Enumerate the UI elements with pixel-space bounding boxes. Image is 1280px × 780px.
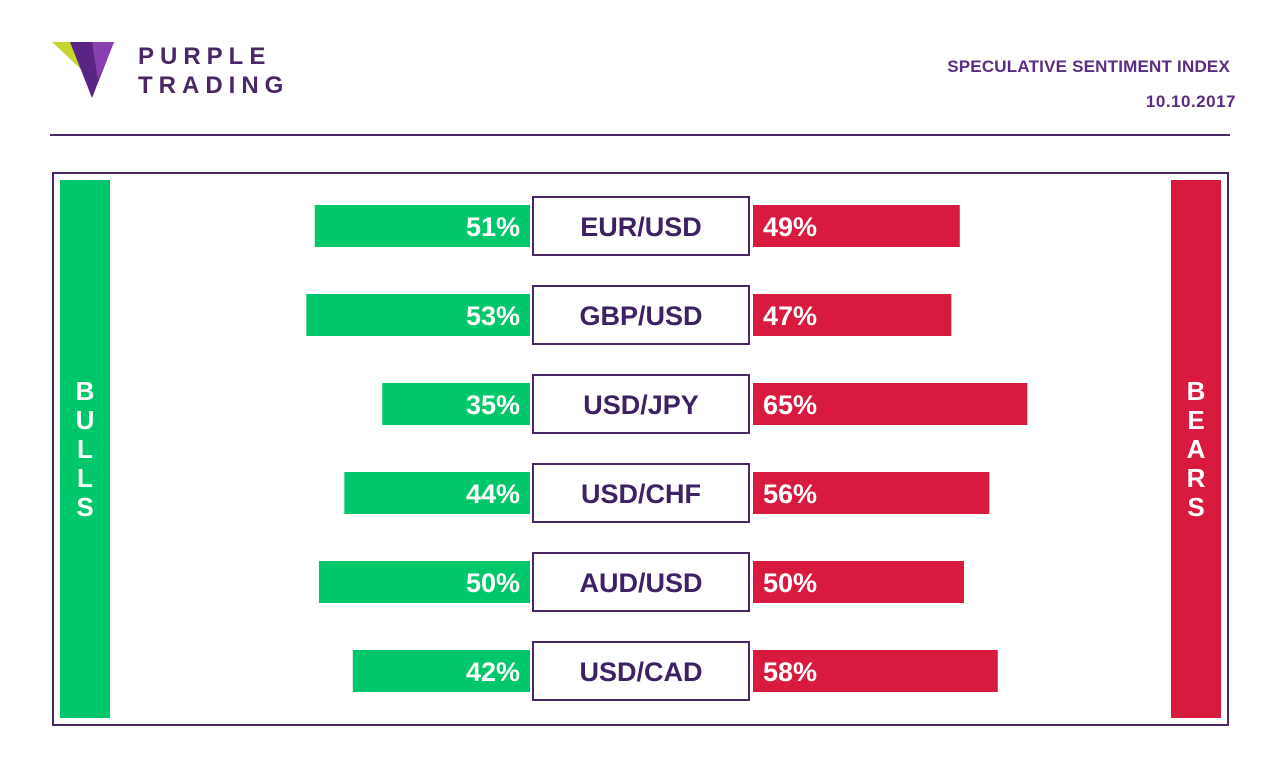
bears-value-label: 56% xyxy=(763,479,817,509)
brand-logo: PURPLE TRADING xyxy=(52,38,312,102)
pair-box xyxy=(532,552,750,612)
pair-label: AUD/USD xyxy=(579,568,702,598)
pair-box xyxy=(532,463,750,523)
side-letter: S xyxy=(76,491,94,522)
side-letter: B xyxy=(75,375,95,406)
pair-box xyxy=(532,285,750,345)
bears-bar xyxy=(753,561,964,603)
bulls-bar xyxy=(344,472,530,514)
chart-frame xyxy=(52,172,1229,726)
bears-bar xyxy=(753,650,998,692)
bears-value-label: 58% xyxy=(763,657,817,687)
brand-line-2: TRADING xyxy=(138,72,290,99)
bulls-value-label: 51% xyxy=(466,212,520,242)
side-letter: A xyxy=(1186,433,1206,464)
bulls-value-label: 53% xyxy=(466,301,520,331)
bulls-bar xyxy=(319,561,530,603)
page-title: SPECULATIVE SENTIMENT INDEX xyxy=(947,57,1230,76)
pair-box xyxy=(532,196,750,256)
pair-label: GBP/USD xyxy=(579,301,702,331)
pair-label: USD/CAD xyxy=(579,657,702,687)
side-letter: E xyxy=(1187,404,1205,435)
pair-box xyxy=(532,641,750,701)
bulls-value-label: 42% xyxy=(466,657,520,687)
bears-bar xyxy=(753,205,960,247)
bulls-value-label: 50% xyxy=(466,568,520,598)
side-letter: L xyxy=(77,433,93,464)
purple-trading-logo-icon xyxy=(52,42,114,98)
bears-bar xyxy=(753,383,1028,425)
report-date: 10.10.2017 xyxy=(1145,92,1236,111)
bears-bar xyxy=(753,472,990,514)
bulls-value-label: 44% xyxy=(466,479,520,509)
brand-line-1: PURPLE xyxy=(138,43,272,70)
pair-box xyxy=(532,374,750,434)
bears-value-label: 49% xyxy=(763,212,817,242)
side-letter: R xyxy=(1186,462,1206,493)
side-letter: U xyxy=(75,404,95,435)
bears-value-label: 65% xyxy=(763,390,817,420)
side-letter: B xyxy=(1186,375,1206,406)
brand-name: PURPLE TRADING xyxy=(138,42,289,100)
bulls-value-label: 35% xyxy=(466,390,520,420)
bulls-bar xyxy=(352,650,530,692)
side-letter: L xyxy=(77,462,93,493)
bears-value-label: 50% xyxy=(763,568,817,598)
pair-label: EUR/USD xyxy=(580,212,702,242)
side-letter: S xyxy=(1187,491,1205,522)
header-divider xyxy=(50,134,1230,136)
bulls-bar xyxy=(306,294,530,336)
pair-label: USD/JPY xyxy=(583,390,699,420)
pair-label: USD/CHF xyxy=(581,479,701,509)
bears-bar xyxy=(753,294,952,336)
bulls-bar xyxy=(314,205,530,247)
bears-value-label: 47% xyxy=(763,301,817,331)
bulls-bar xyxy=(382,383,530,425)
